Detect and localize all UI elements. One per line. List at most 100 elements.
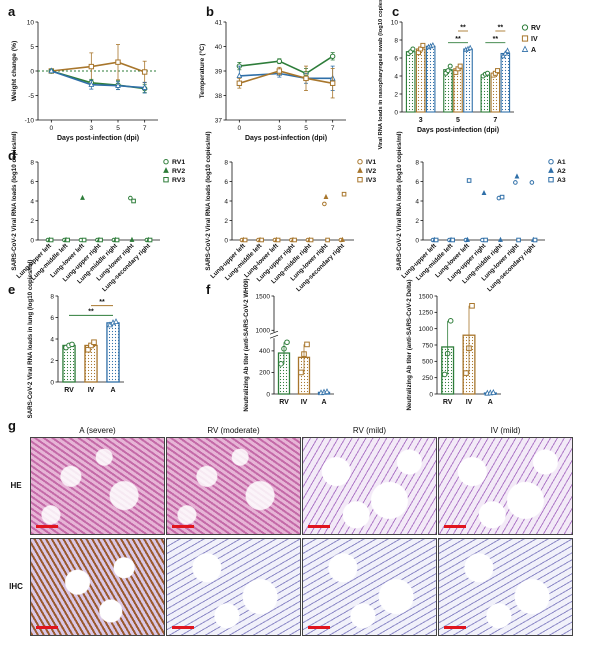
y-tick-label: 37 (215, 117, 223, 124)
data-point (430, 41, 436, 48)
y-tick-label: 0 (415, 237, 419, 244)
y-tick-label: 8 (415, 159, 419, 166)
axis-break (270, 332, 278, 339)
y-tick-label: 0 (30, 237, 34, 244)
series-A (48, 67, 148, 94)
series-IV (236, 65, 336, 99)
y-tick-label: 1000 (419, 326, 434, 333)
y-tick-label: 1000 (256, 328, 271, 335)
data-point (131, 198, 136, 204)
x-tick-label: 7 (331, 125, 335, 132)
x-tick-label: IV (301, 399, 308, 406)
data-point (129, 236, 135, 242)
y-tick-label: 4 (30, 198, 34, 205)
y-tick-label: 250 (422, 375, 433, 382)
data-point (447, 318, 454, 324)
y-tick-label: 0 (429, 391, 433, 398)
scale-bar (444, 626, 466, 629)
legend-marker (521, 35, 529, 42)
data-point (450, 237, 455, 243)
data-point (323, 193, 329, 199)
significance-label: ** (498, 25, 504, 32)
y-tick-label: -5 (28, 93, 34, 100)
y-tick-label: 2 (415, 218, 419, 225)
data-point (498, 236, 503, 242)
significance-label: ** (99, 299, 105, 306)
data-point (304, 341, 310, 348)
histology-row-label: IHC (9, 582, 23, 591)
y-tick-label: 400 (259, 348, 270, 355)
histology-image (438, 538, 573, 636)
data-point (324, 388, 330, 395)
bar (425, 45, 436, 113)
chart-d3: 0 2 4 6 8 SARS-CoV-2 Viral RNA loads (log10 c… (396, 131, 566, 293)
data-point (329, 53, 336, 59)
series-IV (48, 44, 148, 84)
y-tick-label: 39 (215, 68, 223, 75)
data-point (532, 237, 538, 243)
legend-marker (357, 167, 363, 173)
axes: 0 2 4 6 8 SARS-CoV-2 Viral RNA loads in lung … (27, 260, 124, 418)
x-tick-label: 3 (419, 117, 423, 124)
x-tick-label: RV (279, 399, 289, 406)
x-axis-label: Days post-infection (dpi) (245, 135, 327, 142)
data-point (463, 370, 469, 376)
data-point (88, 81, 95, 87)
x-tick-label: 5 (456, 117, 460, 124)
data-point (481, 189, 487, 196)
significance-label: ** (493, 36, 499, 43)
y-axis-label: Viral RNA loads in nasopharyngeal swab (… (378, 0, 384, 150)
legend: RV IV A (521, 24, 541, 54)
legend: A1 A2 A3 (548, 159, 566, 184)
x-tick-label: 5 (116, 125, 120, 132)
bar (415, 48, 426, 113)
series-IV3 (242, 191, 347, 243)
y-tick-label: 40 (215, 44, 223, 51)
data-point (236, 80, 243, 86)
data-point (113, 318, 119, 325)
histology-image (30, 538, 165, 636)
y-tick-label: 1500 (419, 293, 434, 300)
bar (405, 51, 416, 113)
bar (480, 74, 491, 113)
x-tick-label: 3 (90, 125, 94, 132)
data-point (340, 236, 345, 242)
y-tick-label: 10 (391, 19, 399, 26)
data-point (516, 237, 521, 243)
y-tick-label: 6 (50, 315, 54, 322)
bar (62, 344, 76, 383)
y-tick-label: 5 (30, 44, 34, 51)
data-point (48, 67, 55, 74)
data-point (329, 80, 336, 86)
legend-label: RV2 (172, 168, 185, 175)
data-point (147, 237, 153, 243)
data-point (48, 237, 54, 243)
x-axis-label: Days post-infection (dpi) (57, 135, 139, 142)
x-tick-label: 5 (304, 125, 308, 132)
scale-bar (444, 525, 466, 528)
series-A1 (430, 180, 535, 243)
data-point (500, 52, 506, 59)
x-tick-label: 7 (143, 125, 147, 132)
y-axis-label: Neutralizing Ab titer (anti-SARS-CoV-2 D… (406, 279, 413, 410)
x-tick-label: A (110, 387, 115, 394)
legend-marker (521, 45, 529, 52)
y-tick-label: 750 (422, 342, 433, 349)
data-point (308, 237, 314, 243)
axes: 0 2 4 6 8 SARS-CoV-2 Viral RNA loads (log10 c… (205, 131, 354, 293)
panel-label: b (206, 4, 214, 19)
y-tick-label: 0 (224, 237, 228, 244)
y-tick-label: 2 (30, 218, 34, 225)
x-tick-label: IV (466, 399, 473, 406)
y-tick-label: 200 (259, 370, 270, 377)
data-point (469, 303, 475, 309)
x-axis-label: Days post-infection (dpi) (417, 127, 499, 134)
histology-column-label: IV (mild) (490, 426, 521, 435)
data-point (420, 42, 426, 48)
histology-image (302, 538, 437, 636)
y-tick-label: 2 (394, 91, 398, 98)
y-tick-label: 8 (224, 159, 228, 166)
x-tick-label: 7 (493, 117, 497, 124)
data-point (529, 180, 535, 185)
data-point (467, 44, 473, 51)
